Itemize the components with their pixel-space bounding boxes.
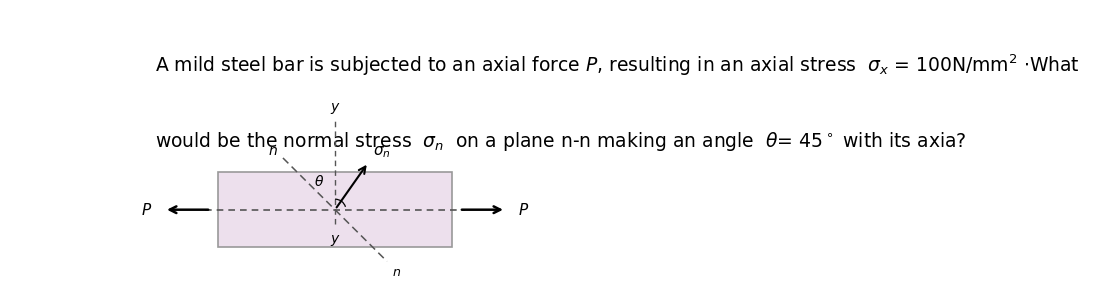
- Bar: [218, 172, 452, 247]
- Text: $n$: $n$: [267, 144, 278, 158]
- Text: would be the normal stress  $\sigma_n$  on a plane n-n making an angle  $\theta$: would be the normal stress $\sigma_n$ on…: [156, 130, 967, 153]
- Text: $P$: $P$: [518, 202, 529, 218]
- Text: $y$: $y$: [330, 233, 340, 248]
- Text: A mild steel bar is subjected to an axial force $P$, resulting in an axial stres: A mild steel bar is subjected to an axia…: [156, 53, 1080, 78]
- Text: $\sigma_n$: $\sigma_n$: [373, 144, 391, 160]
- Text: $n$: $n$: [393, 266, 402, 279]
- Text: $\theta$: $\theta$: [314, 174, 325, 188]
- Text: $y$: $y$: [330, 101, 340, 116]
- Text: $P$: $P$: [141, 202, 152, 218]
